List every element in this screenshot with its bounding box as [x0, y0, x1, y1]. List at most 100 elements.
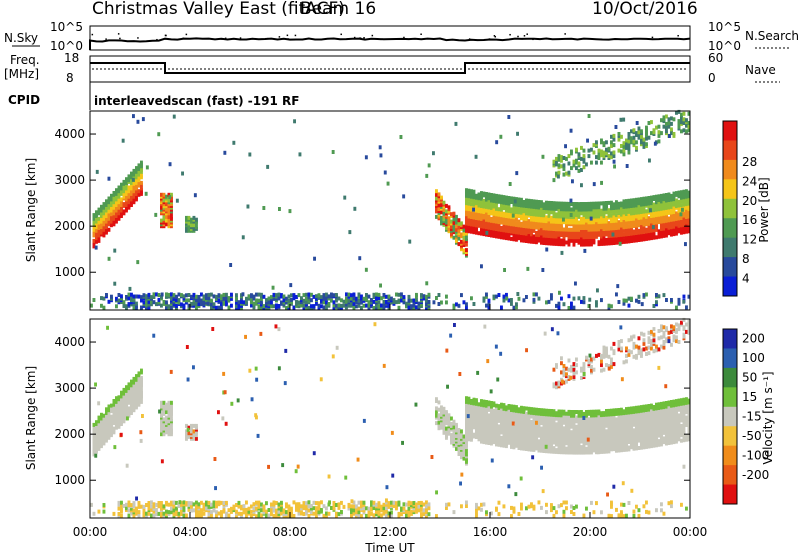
echo-cell: [565, 240, 568, 245]
echo-cell: [380, 504, 383, 509]
echo-cell: [427, 292, 431, 297]
echo-cell: [475, 193, 478, 198]
echo-cell: [462, 434, 466, 439]
echo-cell: [392, 298, 396, 303]
echo-cell: [500, 194, 503, 199]
echo-cell: [240, 303, 243, 308]
echo-cell: [287, 504, 291, 509]
echo-cell: [605, 151, 608, 156]
echo-cell: [497, 194, 501, 199]
echo-cell: [537, 296, 541, 301]
echo-cell: [137, 513, 141, 518]
echo-cell: [487, 223, 491, 228]
echo-cell: [272, 304, 276, 309]
echo-cell: [100, 412, 103, 417]
echo-cell: [222, 292, 226, 297]
echo-cell: [370, 300, 373, 305]
echo-cell: [440, 195, 443, 200]
echo-cell: [192, 423, 196, 428]
echo-cell: [97, 437, 101, 442]
echo-cell: [305, 296, 308, 301]
echo-cell: [185, 434, 188, 439]
echo-cell: [607, 303, 611, 308]
echo-cell: [345, 296, 348, 301]
echo-cell: [507, 201, 511, 206]
echo-cell: [305, 504, 308, 509]
echo-cell: [322, 300, 326, 305]
echo-cell: [565, 201, 568, 206]
echo-cell: [570, 504, 573, 509]
echo-cell: [390, 296, 393, 301]
echo-cell: [230, 296, 233, 301]
echo-cell: [515, 202, 518, 207]
echo-cell: [135, 166, 138, 171]
echo-cell: [470, 202, 473, 207]
echo-cell: [422, 502, 426, 507]
echo-cell: [495, 140, 499, 145]
echo-cell: [595, 209, 598, 213]
echo-cell: [677, 199, 681, 204]
echo-cell: [470, 207, 473, 212]
nsky-label: N.Sky: [4, 31, 38, 45]
echo-cell: [167, 510, 171, 515]
echo-cell: [652, 213, 656, 218]
echo-cell: [120, 296, 123, 301]
echo-cell: [245, 513, 248, 518]
echo-cell: [677, 300, 681, 304]
echo-cell: [97, 229, 101, 234]
echo-cell: [490, 415, 493, 420]
echo-cell: [342, 504, 346, 509]
freq-left-top: 18: [64, 51, 79, 65]
echo-cell: [200, 512, 203, 517]
echo-cell: [500, 200, 503, 205]
echo-cell: [607, 146, 611, 151]
echo-cell: [582, 202, 586, 206]
echo-cell: [435, 207, 438, 212]
echo-cell: [157, 293, 161, 297]
power-ylabel: Slant Range [km]: [24, 158, 38, 262]
echo-cell: [668, 134, 671, 138]
echo-cell: [465, 452, 468, 457]
echo-cell: [340, 306, 343, 311]
echo-cell: [595, 221, 598, 226]
echo-cell: [499, 134, 503, 139]
echo-cell: [322, 293, 326, 298]
echo-cell: [370, 502, 373, 507]
echo-cell: [245, 300, 248, 305]
echo-cell: [355, 508, 358, 512]
echo-cell: [367, 510, 371, 515]
echo-cell: [115, 203, 118, 207]
echo-cell: [575, 224, 578, 229]
echo-cell: [445, 203, 448, 208]
echo-cell: [127, 508, 131, 513]
echo-cell: [132, 168, 136, 173]
echo-cell: [512, 412, 516, 417]
echo-cell: [462, 449, 466, 454]
echo-cell: [505, 296, 509, 301]
echo-cell: [135, 381, 138, 386]
noise-dot: [353, 36, 356, 39]
echo-cell: [677, 122, 681, 127]
echo-cell: [275, 296, 278, 301]
echo-cell: [347, 294, 351, 299]
echo-cell: [425, 510, 428, 514]
echo-cell: [557, 170, 561, 175]
echo-cell: [397, 511, 401, 516]
echo-cell: [340, 510, 343, 514]
echo-cell: [657, 124, 661, 129]
echo-cell: [497, 424, 501, 429]
echo-cell: [452, 303, 456, 308]
echo-cell: [532, 504, 536, 509]
echo-cell: [385, 502, 388, 507]
echo-cell: [450, 212, 453, 217]
echo-cell: [215, 305, 218, 310]
echo-cell: [437, 400, 441, 405]
echo-cell: [175, 510, 178, 515]
echo-cell: [181, 171, 184, 176]
echo-cell: [277, 296, 281, 301]
echo-cell: [177, 292, 181, 297]
echo-cell: [260, 513, 263, 518]
echo-cell: [675, 110, 678, 115]
echo-cell: [645, 196, 648, 201]
echo-cell: [620, 510, 623, 515]
